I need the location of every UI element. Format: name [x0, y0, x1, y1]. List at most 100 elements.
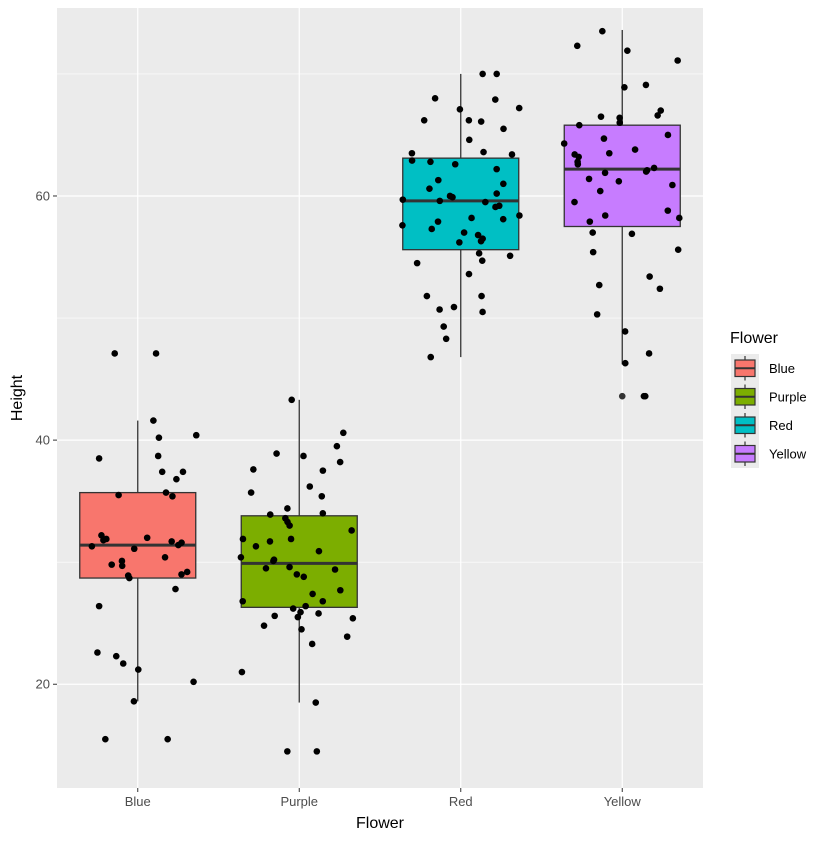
data-point — [621, 359, 629, 367]
data-point — [154, 452, 162, 460]
data-point — [288, 396, 296, 404]
data-point — [674, 246, 682, 253]
y-axis: 20 40 60 — [36, 188, 57, 692]
data-point — [628, 230, 636, 238]
data-point — [599, 27, 606, 35]
data-point — [595, 281, 603, 289]
legend-item-purple: Purple — [731, 382, 807, 411]
data-point — [319, 467, 327, 474]
data-point — [593, 311, 601, 318]
data-point — [300, 452, 307, 460]
data-point — [152, 350, 160, 357]
data-point — [600, 135, 608, 142]
data-point — [408, 157, 416, 164]
data-point — [640, 392, 648, 400]
data-point — [337, 586, 344, 594]
jitter-points — [88, 27, 683, 755]
data-point — [621, 84, 628, 91]
legend-title: Flower — [730, 330, 779, 347]
box-body — [79, 491, 197, 579]
data-point — [333, 442, 341, 450]
box-blue — [79, 420, 197, 702]
data-point — [478, 257, 486, 264]
data-point — [88, 543, 96, 550]
x-tick-label: Blue — [125, 794, 151, 809]
data-point — [302, 602, 309, 610]
data-point — [456, 106, 464, 113]
y-axis-title: Height — [9, 374, 26, 421]
box-yellow — [563, 29, 681, 400]
data-point — [423, 292, 431, 300]
data-point — [266, 538, 274, 545]
data-point — [428, 225, 436, 233]
data-point — [493, 190, 500, 197]
data-point — [621, 328, 629, 335]
data-point — [284, 748, 291, 755]
data-point — [465, 117, 473, 124]
data-point — [111, 350, 119, 357]
data-point — [100, 536, 107, 544]
data-point — [664, 131, 672, 139]
data-point — [319, 510, 327, 517]
data-point — [616, 119, 624, 127]
data-point — [664, 207, 672, 214]
data-point — [172, 585, 179, 593]
data-point — [178, 571, 185, 578]
data-point — [436, 197, 444, 205]
y-tick-label: 40 — [36, 433, 50, 448]
data-point — [169, 492, 176, 500]
x-tick-label: Red — [449, 794, 473, 809]
data-point — [479, 308, 486, 316]
data-point — [449, 193, 456, 201]
data-point — [624, 47, 631, 55]
data-point — [266, 511, 274, 518]
data-point — [164, 735, 171, 743]
data-point — [162, 489, 170, 496]
data-point — [656, 285, 664, 293]
data-point — [436, 306, 443, 313]
legend-label: Blue — [769, 361, 795, 376]
data-point — [642, 81, 650, 89]
data-point — [477, 237, 485, 245]
data-point — [130, 698, 138, 705]
data-point — [499, 215, 507, 223]
data-point — [336, 458, 344, 466]
data-point — [309, 590, 316, 598]
data-point — [179, 468, 187, 476]
data-point — [491, 96, 499, 103]
data-point — [435, 176, 442, 184]
data-point — [102, 735, 109, 743]
data-point — [126, 574, 133, 582]
data-point — [480, 148, 487, 156]
data-point — [284, 505, 291, 512]
data-point — [340, 429, 347, 437]
data-point — [108, 561, 116, 568]
data-point — [465, 270, 473, 278]
data-point — [434, 218, 442, 225]
y-tick-label: 60 — [36, 188, 50, 203]
data-point — [134, 666, 142, 673]
data-point — [237, 553, 245, 561]
data-point — [239, 597, 247, 605]
data-point — [173, 475, 180, 483]
data-point — [94, 649, 101, 656]
data-point — [318, 492, 326, 500]
data-point — [348, 527, 355, 534]
data-point — [646, 273, 653, 280]
data-point — [585, 175, 593, 183]
data-point — [95, 455, 103, 462]
data-point — [399, 196, 407, 203]
data-point — [657, 107, 665, 114]
data-point — [642, 168, 650, 175]
data-point — [500, 180, 507, 188]
data-point — [315, 610, 322, 617]
data-point — [119, 660, 127, 667]
data-point — [426, 185, 433, 192]
x-tick-label: Yellow — [604, 794, 642, 809]
data-point — [158, 468, 166, 476]
data-point — [287, 535, 295, 543]
box-body — [563, 124, 681, 228]
data-point — [308, 640, 316, 648]
legend-item-yellow: Yellow — [731, 439, 807, 468]
